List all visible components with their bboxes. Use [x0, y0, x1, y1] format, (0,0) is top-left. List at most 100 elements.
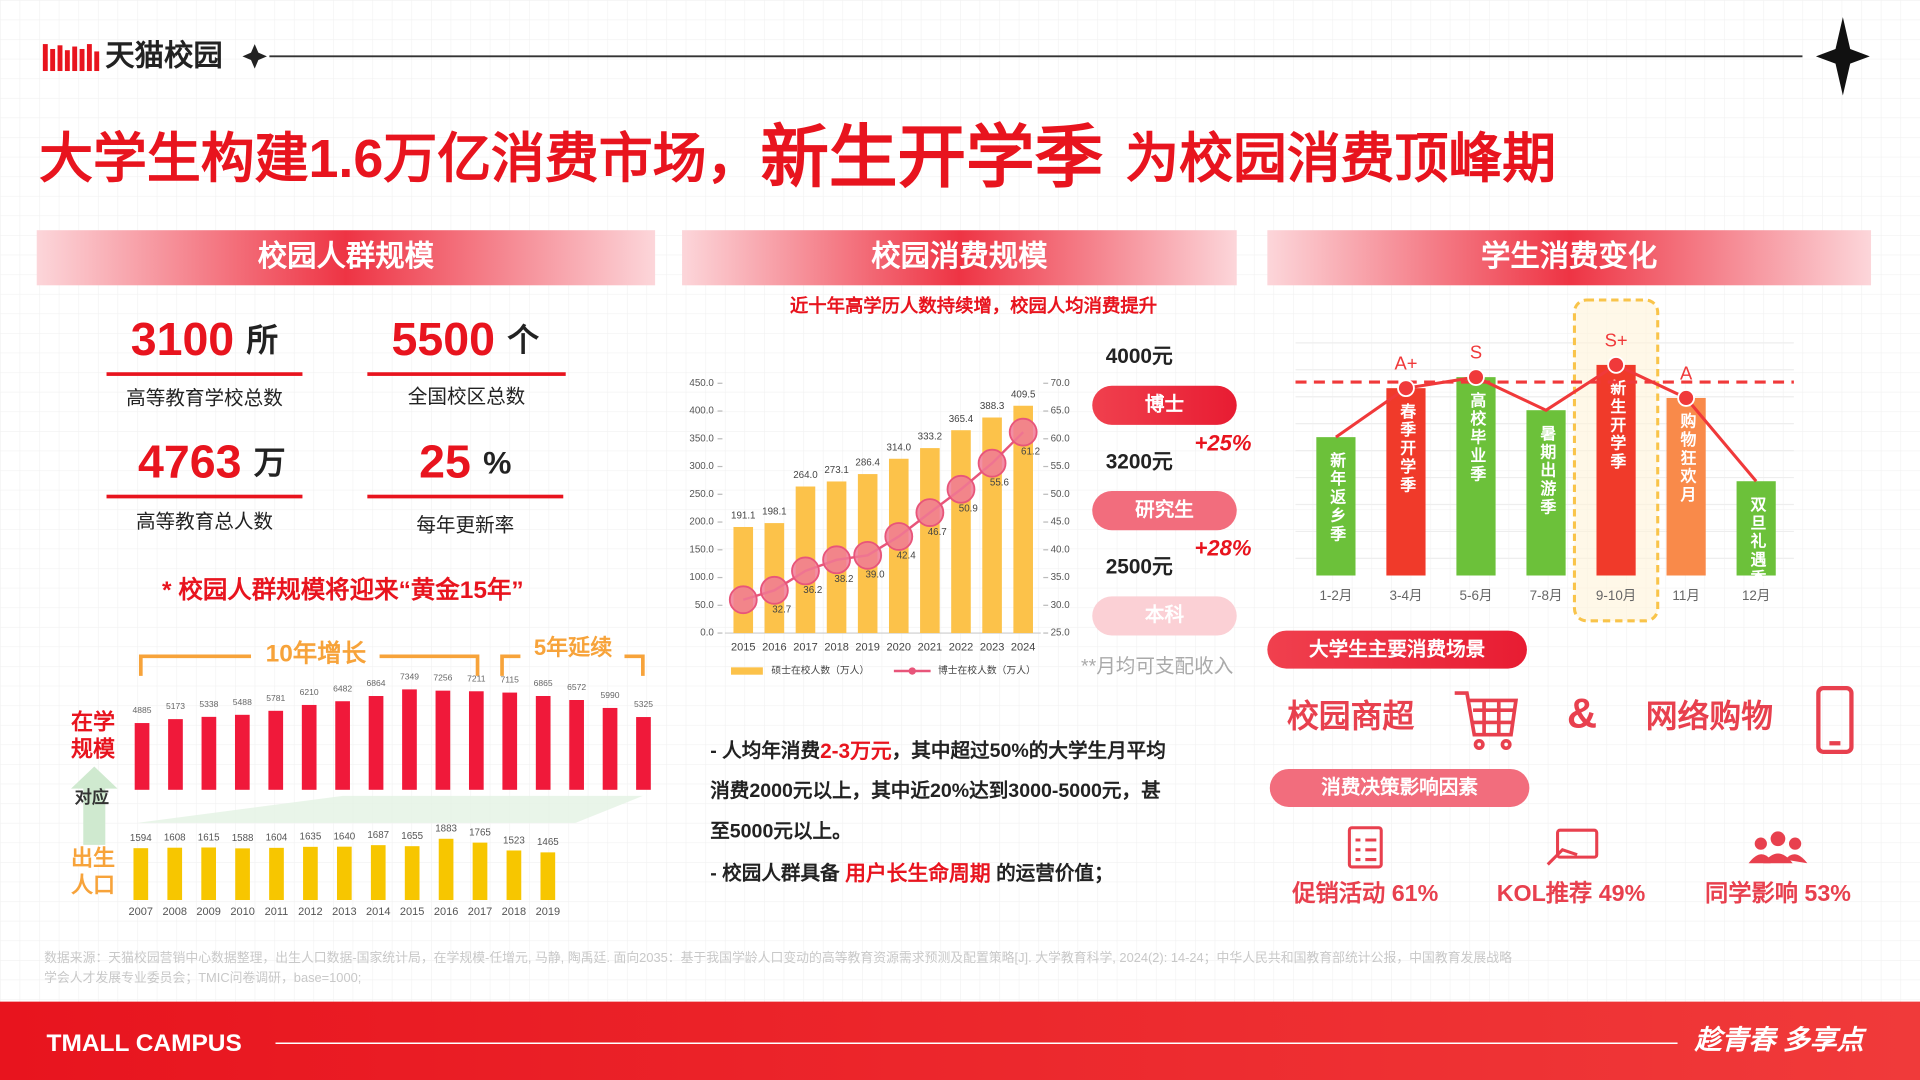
y-tick-label: 250.0 — [689, 489, 714, 500]
bar — [438, 838, 454, 900]
income-note: **月均可支配收入 — [1081, 656, 1233, 678]
correspond-label: 对应 — [75, 787, 109, 807]
bar — [472, 842, 488, 900]
y2-tick-label: 70.0 — [1051, 378, 1071, 389]
x-tick-label: 2007 — [129, 906, 154, 918]
value-label: 6864 — [367, 678, 386, 688]
y-tick-label: 350.0 — [689, 433, 714, 444]
value-label: 264.0 — [793, 470, 818, 481]
stat-number: 5500 — [392, 313, 495, 365]
income-amount: 3200元 — [1106, 450, 1173, 473]
x-tick-label: 2012 — [298, 906, 323, 918]
stat-label: 高等教育学校总数 — [126, 387, 283, 409]
degree-pill — [1092, 385, 1237, 425]
legend-swatch — [731, 667, 763, 675]
x-tick-label: 2016 — [762, 642, 787, 654]
bar — [733, 526, 754, 634]
x-tick-label: 2023 — [980, 642, 1005, 654]
value-label: 1687 — [367, 830, 389, 841]
value-label: 314.0 — [887, 442, 912, 453]
body-text: - 人均年消费2-3万元，其中超过50%的大学生月平均 — [710, 739, 1166, 762]
income-growth: +28% — [1194, 536, 1251, 561]
text-segment: 消费2000元以上，其中近20%达到3000-5000元，甚 — [710, 779, 1160, 802]
season-name: 高校毕业季 — [1468, 391, 1487, 484]
section-title: 校园消费规模 — [871, 239, 1048, 273]
y-tick-label: 400.0 — [689, 406, 714, 417]
season-name: 双旦礼遇季 — [1748, 496, 1767, 588]
y2-tick-label: 45.0 — [1051, 517, 1071, 528]
legend-swatch — [908, 667, 916, 675]
rating-dot — [1467, 368, 1485, 387]
factor-item: 同学影响 53% — [1705, 880, 1851, 906]
value-label: 46.7 — [928, 527, 947, 538]
factor-pill — [1269, 768, 1530, 807]
axis-label: 规模 — [71, 736, 116, 761]
x-tick-label: 9-10月 — [1596, 588, 1636, 603]
value-label: 7256 — [433, 673, 452, 683]
rating-dot — [1677, 389, 1695, 407]
season-name: 新年返乡季 — [1328, 451, 1347, 544]
scene-item: 网络购物 — [1646, 698, 1773, 734]
section-title: 校园人群规模 — [258, 239, 435, 273]
x-tick-label: 2008 — [162, 906, 187, 918]
line — [742, 431, 1025, 601]
peer-icon — [1748, 831, 1808, 864]
value-label: 5990 — [601, 690, 620, 700]
text-segment: 用户长生命周期 — [845, 861, 991, 885]
stat-unit: 所 — [246, 322, 278, 358]
section-title: 学生消费变化 — [1481, 239, 1657, 273]
axis-label: 出生 — [71, 845, 115, 870]
value-label: 36.2 — [803, 585, 822, 596]
section-header — [1267, 230, 1872, 286]
footer-band — [0, 1001, 1920, 1080]
value-label: 286.4 — [855, 458, 880, 469]
stat-value: 4763 万 — [138, 436, 286, 488]
bar — [235, 848, 250, 900]
legend-label: 博士在校人数（万人） — [938, 664, 1036, 677]
value-label: 39.0 — [865, 570, 885, 581]
stat-underline — [367, 372, 566, 376]
source-note: 数据来源：天猫校园营销中心数据整理，出生人口数据-国家统计局，在学规模-任增元,… — [44, 950, 1512, 966]
y2-tick-label: 60.0 — [1051, 433, 1071, 444]
x-tick-label: 2016 — [434, 906, 459, 918]
x-tick-label: 2017 — [793, 642, 818, 654]
value-label: 273.1 — [824, 465, 848, 476]
factor-title: 消费决策影响因素 — [1321, 776, 1478, 799]
value-label: 5325 — [634, 699, 653, 709]
bar — [1666, 397, 1706, 576]
line-point — [822, 545, 851, 575]
footer-slogan: 趁青春 多享点 — [1694, 1025, 1868, 1055]
value-label: 7211 — [467, 673, 486, 683]
line-point — [759, 575, 789, 605]
scene-title: 大学生主要消费场景 — [1309, 637, 1485, 660]
y-tick-label: 0.0 — [700, 628, 714, 639]
degree-label: 博士 — [1145, 392, 1184, 415]
bar — [1736, 481, 1776, 576]
x-tick-label: 2020 — [887, 642, 912, 654]
x-tick-label: 2009 — [196, 906, 221, 918]
section-header — [682, 230, 1237, 286]
value-label: 4885 — [133, 705, 152, 715]
cart-icon — [1454, 691, 1519, 750]
line-point — [853, 540, 883, 570]
value-label: 5488 — [233, 697, 252, 707]
stat-unit: 个 — [507, 322, 539, 358]
value-label: 1765 — [469, 827, 491, 838]
bar — [535, 696, 551, 790]
value-label: 42.4 — [897, 551, 917, 562]
scene-item: 校园商超 — [1287, 698, 1414, 734]
value-label: 1465 — [537, 837, 559, 848]
x-tick-label: 2018 — [824, 642, 849, 654]
bar — [435, 690, 451, 790]
stat-number: 3100 — [131, 313, 234, 365]
y-tick-label: 450.0 — [689, 378, 714, 389]
x-tick-label: 12月 — [1742, 588, 1770, 603]
title-part: 新生开学季 — [760, 119, 1103, 196]
y2-tick-label: 65.0 — [1051, 406, 1071, 417]
income-growth: +25% — [1194, 430, 1251, 455]
y-tick-label: 150.0 — [689, 544, 714, 555]
x-tick-label: 2021 — [918, 642, 943, 654]
text-segment: 至5000元以上。 — [710, 821, 851, 843]
value-label: 55.6 — [990, 477, 1010, 488]
x-tick-label: 2019 — [536, 906, 561, 918]
